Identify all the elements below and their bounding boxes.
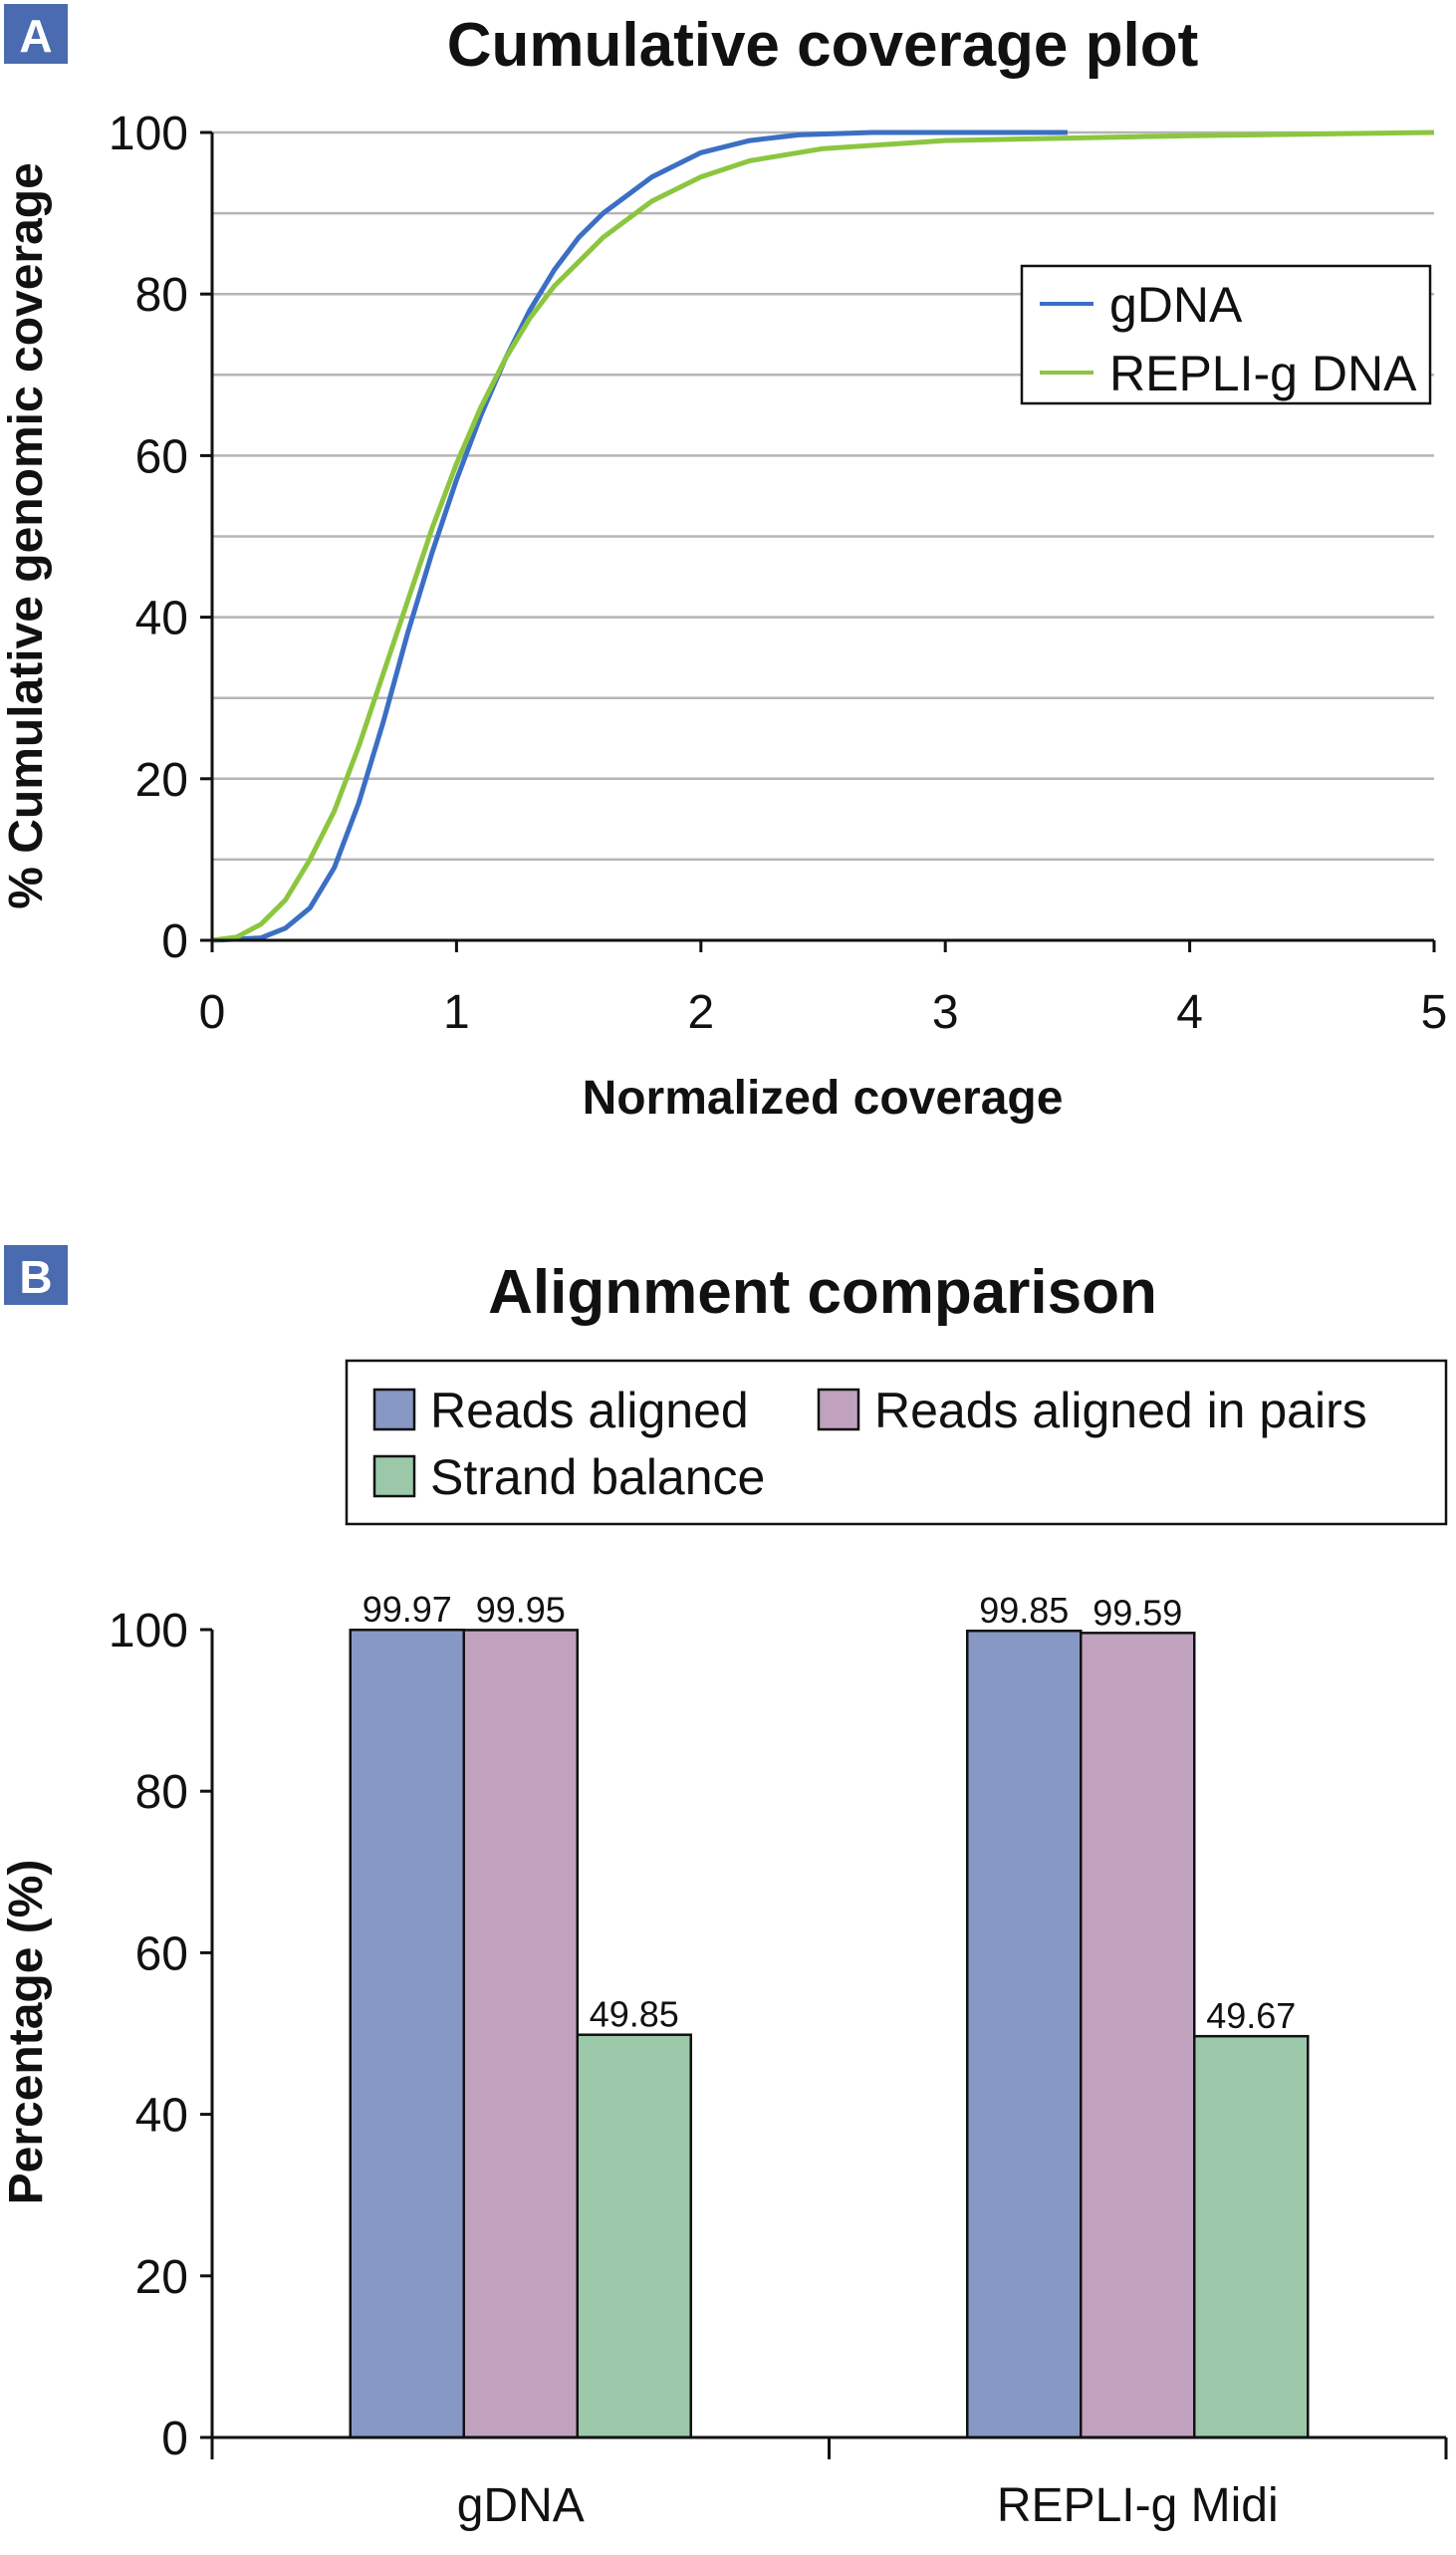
chart-b-bar xyxy=(462,1629,579,2439)
legend-label-reads-aligned: Reads aligned xyxy=(430,1383,749,1438)
chart-a-ytick-label: 100 xyxy=(109,108,188,160)
chart-a-ylabel: % Cumulative genomic coverage xyxy=(0,162,53,909)
chart-b-ytick-label: 60 xyxy=(135,1927,188,1980)
panel-a-badge: A xyxy=(19,10,52,62)
chart-b-bar xyxy=(966,1629,1083,2439)
chart-b-data-label: 99.85 xyxy=(979,1590,1069,1631)
chart-a-legend: gDNA REPLI-g DNA xyxy=(1020,264,1432,405)
chart-a-legend-box xyxy=(1020,264,1432,405)
chart-b-data-label: 99.59 xyxy=(1092,1592,1182,1633)
legend-label-repli-g-dna: REPLI-g DNA xyxy=(1109,346,1417,401)
chart-b-ytick-label: 40 xyxy=(135,2090,188,2143)
chart-a-series-line-1 xyxy=(211,129,1435,943)
chart-b-ytick-label: 20 xyxy=(135,2251,188,2304)
panel-a-badge-bg xyxy=(4,4,68,64)
chart-a-xlabel: Normalized coverage xyxy=(583,1072,1064,1125)
chart-b-ylabel: Percentage (%) xyxy=(0,1860,53,2205)
legend-label-gdna: gDNA xyxy=(1109,277,1243,333)
legend-label-reads-aligned-in-pairs: Reads aligned in pairs xyxy=(874,1383,1367,1438)
chart-a-ticks: 0 20 40 60 80 100 0 1 2 3 4 5 xyxy=(109,108,1447,1039)
chart-b-data-label: 49.85 xyxy=(590,1994,679,2035)
chart-b-legend: Reads aligned Reads aligned in pairs Str… xyxy=(345,1359,1448,1526)
chart-b-title: Alignment comparison xyxy=(488,1258,1157,1327)
chart-b-bar xyxy=(349,1628,465,2439)
chart-a-xtick-label: 4 xyxy=(1176,986,1203,1039)
chart-b-data-label: 99.95 xyxy=(476,1589,566,1630)
legend-swatch-reads-aligned-in-pairs xyxy=(817,1388,860,1431)
chart-a-ytick-label: 80 xyxy=(135,269,188,322)
chart-b-bar xyxy=(576,2033,692,2439)
chart-b-bar xyxy=(1193,2034,1310,2439)
chart-b-bars: 99.97 99.95 49.85 gDNA 99.85 99.59 49.67 REPLI-… xyxy=(349,1589,1310,2532)
chart-b-data-label: 49.67 xyxy=(1206,1995,1296,2036)
chart-a-xtick-label: 2 xyxy=(687,986,714,1039)
chart-b-bar xyxy=(1080,1632,1196,2439)
legend-swatch-strand-balance xyxy=(372,1454,416,1498)
chart-a-xtick-label: 3 xyxy=(932,986,959,1039)
chart-a-series xyxy=(211,129,1435,943)
chart-b-legend-box xyxy=(345,1359,1448,1526)
chart-a-title: Cumulative coverage plot xyxy=(447,11,1199,80)
chart-a-gridlines xyxy=(212,130,1434,862)
panel-a: A Cumulative coverage plot 0204060801000… xyxy=(0,4,1447,1125)
chart-a-xtick-label: 1 xyxy=(443,986,470,1039)
chart-b-ytick-label: 0 xyxy=(161,2413,188,2465)
chart-b-ytick-label: 100 xyxy=(109,1605,188,1658)
legend-swatch-reads-aligned xyxy=(372,1388,416,1431)
chart-b-data-label: 99.97 xyxy=(363,1589,452,1630)
panel-b-badge-bg xyxy=(4,1245,68,1305)
legend-label-strand-balance: Strand balance xyxy=(430,1449,765,1505)
chart-b-category-label: REPLI-g Midi xyxy=(997,2479,1279,2532)
chart-b-ytick-label: 80 xyxy=(135,1766,188,1819)
panel-b-badge: B xyxy=(19,1251,52,1303)
chart-a-ytick-label: 20 xyxy=(135,754,188,807)
chart-b-category-label: gDNA xyxy=(457,2479,585,2532)
chart-a-xtick-label: 0 xyxy=(199,986,226,1039)
chart-a-xtick-label: 5 xyxy=(1421,986,1448,1039)
panel-b: B Alignment comparison Reads aligned Rea… xyxy=(0,1245,1448,2532)
chart-a-ytick-label: 60 xyxy=(135,430,188,483)
chart-a-ytick-label: 40 xyxy=(135,593,188,645)
chart-a-ytick-label: 0 xyxy=(161,915,188,968)
chart-b-ticks: 0 20 40 60 80 100 xyxy=(109,1605,1448,2465)
